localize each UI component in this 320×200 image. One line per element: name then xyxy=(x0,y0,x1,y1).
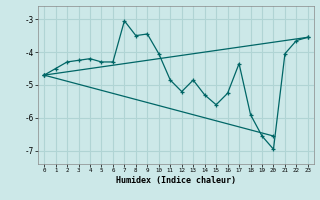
X-axis label: Humidex (Indice chaleur): Humidex (Indice chaleur) xyxy=(116,176,236,185)
